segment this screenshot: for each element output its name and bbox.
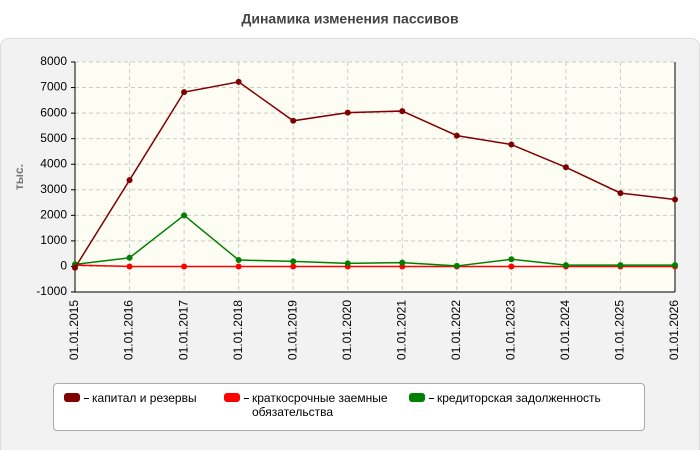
series-line [74,214,675,267]
x-tick-label: 01.01.2019 [285,300,299,360]
data-point [181,212,188,219]
legend-dash [429,398,434,399]
data-point [126,177,133,184]
data-point [617,190,624,197]
y-axis-label: тыс. [12,164,26,190]
data-point [72,264,78,271]
y-tick-label: 7000 [40,80,67,94]
x-tick-label: 01.01.2018 [231,300,245,360]
legend-label: краткосрочные заемные обязательства [252,391,388,419]
series-line [74,81,676,269]
data-point [235,263,242,270]
x-tick-label: 01.01.2026 [667,300,681,360]
data-point [508,263,515,270]
x-tick-label: 01.01.2025 [613,300,627,360]
x-tick-label: 01.01.2023 [504,300,518,360]
x-tick-label: 01.01.2022 [449,300,463,360]
y-tick-label: 1000 [40,233,67,247]
y-tick-label: 4000 [40,156,67,170]
chart-title: Динамика изменения пассивов [241,11,459,27]
y-tick-label: 0 [60,259,67,273]
data-point [617,262,624,269]
legend-item: краткосрочные заемные обязательства [224,391,409,430]
data-point [181,89,188,96]
data-point [235,78,242,85]
legend-swatch [409,393,425,402]
series-line [74,264,675,268]
y-tick-label: 5000 [40,131,67,145]
y-tick-label: 6000 [40,105,67,119]
data-point [562,262,569,269]
legend-item: капитал и резервы [64,391,224,430]
data-point [399,108,406,115]
data-point [508,256,515,263]
data-point [672,196,678,203]
x-tick-label: 01.01.2015 [67,300,81,360]
data-point [290,263,297,270]
legend-label: кредиторская задолженность [437,391,601,405]
plot-area [75,62,675,292]
data-point [508,141,515,148]
x-tick-label: 01.01.2021 [394,300,408,360]
data-point [290,117,297,124]
legend-item: кредиторская задолженность [409,391,629,430]
x-tick-label: 01.01.2016 [122,300,136,360]
data-point [126,254,133,261]
data-point [399,259,406,266]
y-tick-label: 8000 [40,54,67,68]
data-point [453,262,460,269]
legend-dash [84,398,89,399]
legend-label: капитал и резервы [92,391,197,405]
x-tick-label: 01.01.2020 [340,300,354,360]
data-point [126,263,133,270]
x-tick-label: 01.01.2017 [176,300,190,360]
legend-dash [244,398,249,399]
legend-swatch [224,393,240,402]
legend-swatch [64,393,80,402]
data-point [453,132,460,139]
data-point [235,257,242,264]
y-tick-label: 3000 [40,182,67,196]
data-point [344,260,351,267]
data-point [562,164,569,171]
data-point [290,258,297,265]
x-tick-label: 01.01.2024 [558,300,572,360]
data-point [181,263,188,270]
data-point [672,262,678,269]
data-point [344,109,351,116]
y-tick-label: -1000 [36,284,67,298]
legend: капитал и резервы краткосрочные заемные о… [53,383,645,431]
y-tick-label: 2000 [40,208,67,222]
